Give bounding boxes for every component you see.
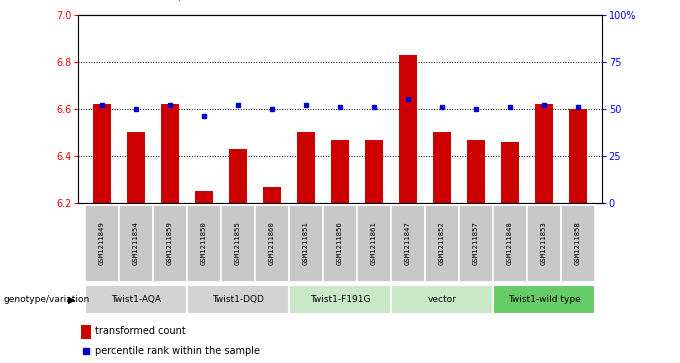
Text: GSM1211847: GSM1211847: [405, 221, 411, 265]
Text: GSM1211857: GSM1211857: [473, 221, 479, 265]
Bar: [466, 140, 486, 203]
Text: GSM1211851: GSM1211851: [303, 221, 309, 265]
Bar: [82, 325, 90, 339]
Bar: [262, 187, 282, 203]
Bar: [493, 205, 527, 282]
Bar: [92, 104, 112, 203]
Bar: [187, 285, 289, 314]
Bar: [255, 205, 289, 282]
Text: transformed count: transformed count: [95, 326, 186, 337]
Text: GSM1211849: GSM1211849: [99, 221, 105, 265]
Bar: [323, 205, 357, 282]
Bar: [534, 104, 554, 203]
Text: Twist1-wild type: Twist1-wild type: [508, 295, 580, 304]
Text: GSM1211850: GSM1211850: [201, 221, 207, 265]
Text: GSM1211854: GSM1211854: [133, 221, 139, 265]
Bar: [330, 140, 350, 203]
Text: GSM1211855: GSM1211855: [235, 221, 241, 265]
Bar: [391, 205, 425, 282]
Bar: [493, 285, 595, 314]
Text: GSM1211859: GSM1211859: [167, 221, 173, 265]
Text: percentile rank within the sample: percentile rank within the sample: [95, 346, 260, 356]
Bar: [228, 149, 248, 203]
Bar: [194, 192, 214, 203]
Bar: [364, 140, 384, 203]
Text: genotype/variation: genotype/variation: [3, 295, 90, 304]
Bar: [85, 205, 119, 282]
Bar: [561, 205, 595, 282]
Bar: [126, 132, 146, 203]
Text: Twist1-F191G: Twist1-F191G: [310, 295, 370, 304]
Bar: [568, 109, 588, 203]
Text: GSM1211848: GSM1211848: [507, 221, 513, 265]
Bar: [160, 104, 180, 203]
Text: GDS4955 / 10425945: GDS4955 / 10425945: [112, 0, 255, 2]
Bar: [296, 132, 316, 203]
Bar: [289, 205, 323, 282]
Text: GSM1211852: GSM1211852: [439, 221, 445, 265]
Bar: [357, 205, 391, 282]
Bar: [289, 285, 391, 314]
Text: Twist1-AQA: Twist1-AQA: [111, 295, 161, 304]
Text: ▶: ▶: [67, 294, 75, 305]
Bar: [398, 55, 418, 203]
Bar: [432, 132, 452, 203]
Bar: [221, 205, 255, 282]
Bar: [85, 285, 187, 314]
Text: GSM1211853: GSM1211853: [541, 221, 547, 265]
Text: GSM1211861: GSM1211861: [371, 221, 377, 265]
Bar: [153, 205, 187, 282]
Bar: [425, 205, 459, 282]
Bar: [527, 205, 561, 282]
Bar: [459, 205, 493, 282]
Text: GSM1211860: GSM1211860: [269, 221, 275, 265]
Bar: [391, 285, 493, 314]
Text: GSM1211858: GSM1211858: [575, 221, 581, 265]
Bar: [187, 205, 221, 282]
Bar: [500, 142, 520, 203]
Text: Twist1-DQD: Twist1-DQD: [212, 295, 264, 304]
Text: vector: vector: [428, 295, 456, 304]
Text: GSM1211856: GSM1211856: [337, 221, 343, 265]
Bar: [119, 205, 153, 282]
